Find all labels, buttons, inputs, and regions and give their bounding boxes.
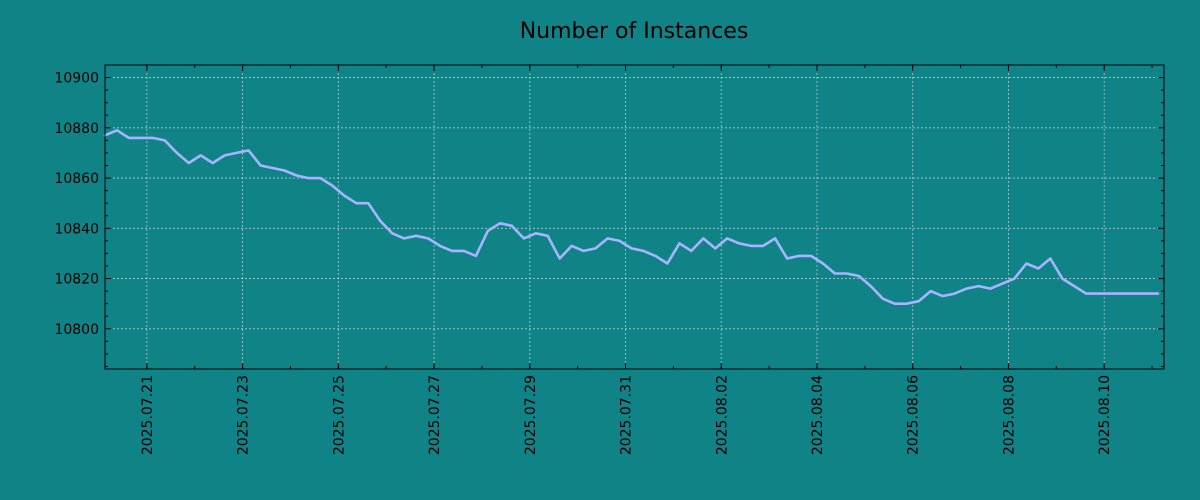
series-layer — [103, 129, 1160, 306]
x-tick-label: 2025.08.04 — [810, 375, 826, 455]
series-line — [103, 129, 1160, 306]
x-tick-label: 2025.07.25 — [331, 375, 347, 455]
x-tick-label: 2025.08.08 — [1001, 375, 1017, 455]
y-tick-label: 10840 — [54, 221, 99, 237]
y-tick-label: 10800 — [54, 322, 99, 338]
y-tick-label: 10820 — [54, 272, 99, 288]
plot-frame — [104, 64, 1165, 370]
y-tick-label: 10880 — [54, 121, 99, 137]
y-tick-label: 10860 — [54, 171, 99, 187]
x-tick-label: 2025.08.06 — [906, 375, 922, 455]
x-tick-label: 2025.07.23 — [236, 375, 252, 455]
axis-layer: 10800 10820 10840 10860 10880 10900 2025.07.21… — [54, 65, 1164, 455]
x-tick-label: 2025.07.27 — [427, 375, 443, 455]
x-tick-label: 2025.07.29 — [523, 375, 539, 455]
x-tick-label: 2025.08.10 — [1097, 375, 1113, 455]
chart-title: Number of Instances — [520, 19, 749, 44]
x-tick-label: 2025.07.21 — [140, 375, 156, 455]
y-tick-label: 10900 — [54, 71, 99, 87]
x-tick-label: 2025.08.02 — [714, 375, 730, 455]
x-tick-label: 2025.07.31 — [619, 375, 635, 455]
grid-layer — [105, 65, 1164, 369]
